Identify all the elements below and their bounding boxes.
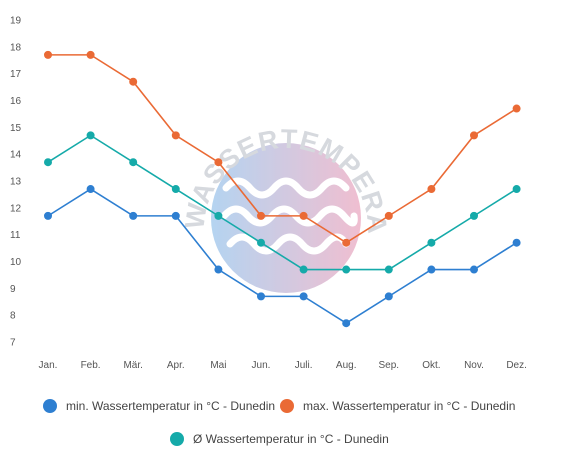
data-point bbox=[86, 185, 95, 194]
data-point bbox=[470, 265, 478, 274]
y-tick-label: 9 bbox=[10, 284, 16, 295]
data-point bbox=[512, 185, 521, 194]
data-point bbox=[257, 292, 265, 301]
y-axis: 7 8 9 10 11 12 13 14 15 16 17 18 19 bbox=[10, 16, 22, 349]
data-point bbox=[257, 238, 265, 247]
data-point bbox=[214, 158, 223, 167]
y-tick-label: 7 bbox=[10, 338, 16, 349]
legend-item-3: Ø Wassertemperatur in °C - Dunedin bbox=[170, 432, 389, 446]
data-point bbox=[427, 265, 436, 274]
data-point bbox=[342, 265, 351, 274]
data-point bbox=[342, 319, 351, 328]
data-point bbox=[427, 238, 436, 247]
data-point bbox=[171, 131, 180, 140]
series-line bbox=[47, 134, 518, 271]
y-tick-label: 15 bbox=[10, 123, 22, 134]
data-point bbox=[129, 158, 138, 167]
x-tick-label: Mär. bbox=[123, 360, 142, 371]
data-point bbox=[299, 211, 308, 220]
data-point bbox=[427, 185, 436, 194]
data-point bbox=[384, 211, 393, 220]
x-tick-label: Okt. bbox=[422, 360, 440, 371]
series-line bbox=[47, 188, 518, 325]
legend-marker bbox=[170, 432, 184, 446]
watermark-logo: WASSERTEMPERATUR.ORG bbox=[0, 0, 391, 293]
legend: min. Wassertemperatur in °C - Dunedin max… bbox=[43, 399, 515, 446]
data-point bbox=[470, 211, 478, 220]
x-tick-label: Jan. bbox=[39, 360, 58, 371]
legend-label: max. Wassertemperatur in °C - Dunedin bbox=[303, 399, 515, 413]
data-point bbox=[470, 131, 478, 140]
x-tick-label: Mai bbox=[210, 360, 226, 371]
data-point bbox=[299, 292, 308, 301]
series-layer bbox=[44, 50, 521, 328]
data-point bbox=[86, 131, 95, 140]
data-point bbox=[342, 238, 351, 247]
data-point bbox=[214, 265, 223, 274]
legend-label: min. Wassertemperatur in °C - Dunedin bbox=[66, 399, 275, 413]
x-tick-label: Nov. bbox=[464, 360, 484, 371]
data-point bbox=[171, 185, 180, 194]
data-point bbox=[129, 211, 138, 220]
legend-marker bbox=[43, 399, 57, 413]
data-point bbox=[44, 211, 52, 220]
y-tick-label: 11 bbox=[10, 230, 21, 241]
legend-marker bbox=[280, 399, 294, 413]
data-point bbox=[512, 104, 521, 113]
watermark-wave-1 bbox=[222, 177, 350, 199]
data-point bbox=[512, 238, 521, 247]
data-point bbox=[214, 211, 223, 220]
data-point bbox=[86, 50, 95, 59]
y-tick-label: 17 bbox=[10, 69, 22, 80]
x-tick-label: Aug. bbox=[336, 360, 357, 371]
legend-item-1: min. Wassertemperatur in °C - Dunedin bbox=[43, 399, 275, 413]
data-point bbox=[384, 292, 393, 301]
x-tick-label: Sep. bbox=[379, 360, 400, 371]
y-tick-label: 12 bbox=[10, 203, 22, 214]
data-point bbox=[257, 211, 265, 220]
x-tick-label: Jun. bbox=[252, 360, 271, 371]
series-1 bbox=[44, 185, 521, 328]
y-tick-label: 13 bbox=[10, 177, 22, 188]
x-tick-label: Dez. bbox=[506, 360, 527, 371]
series-2 bbox=[44, 50, 521, 247]
watermark-wave-3 bbox=[226, 233, 350, 255]
x-tick-label: Juli. bbox=[295, 360, 313, 371]
y-tick-label: 18 bbox=[10, 42, 22, 53]
legend-item-2: max. Wassertemperatur in °C - Dunedin bbox=[280, 399, 515, 413]
legend-label: Ø Wassertemperatur in °C - Dunedin bbox=[193, 432, 389, 446]
y-tick-label: 19 bbox=[10, 16, 22, 27]
data-point bbox=[129, 77, 138, 86]
watermark-circle bbox=[211, 143, 361, 293]
y-tick-label: 8 bbox=[10, 311, 16, 322]
data-point bbox=[384, 265, 393, 274]
data-point bbox=[299, 265, 308, 274]
series-3 bbox=[44, 131, 521, 274]
x-tick-label: Apr. bbox=[167, 360, 185, 371]
y-tick-label: 14 bbox=[10, 150, 22, 161]
x-tick-label: Feb. bbox=[81, 360, 101, 371]
x-axis: Jan. Feb. Mär. Apr. Mai Jun. Juli. Aug. Sep. Okt.… bbox=[39, 360, 527, 371]
data-point bbox=[171, 211, 180, 220]
y-tick-label: 10 bbox=[10, 257, 22, 268]
y-tick-label: 16 bbox=[10, 96, 22, 107]
data-point bbox=[44, 158, 52, 167]
series-line bbox=[48, 54, 518, 244]
data-point bbox=[44, 50, 52, 59]
